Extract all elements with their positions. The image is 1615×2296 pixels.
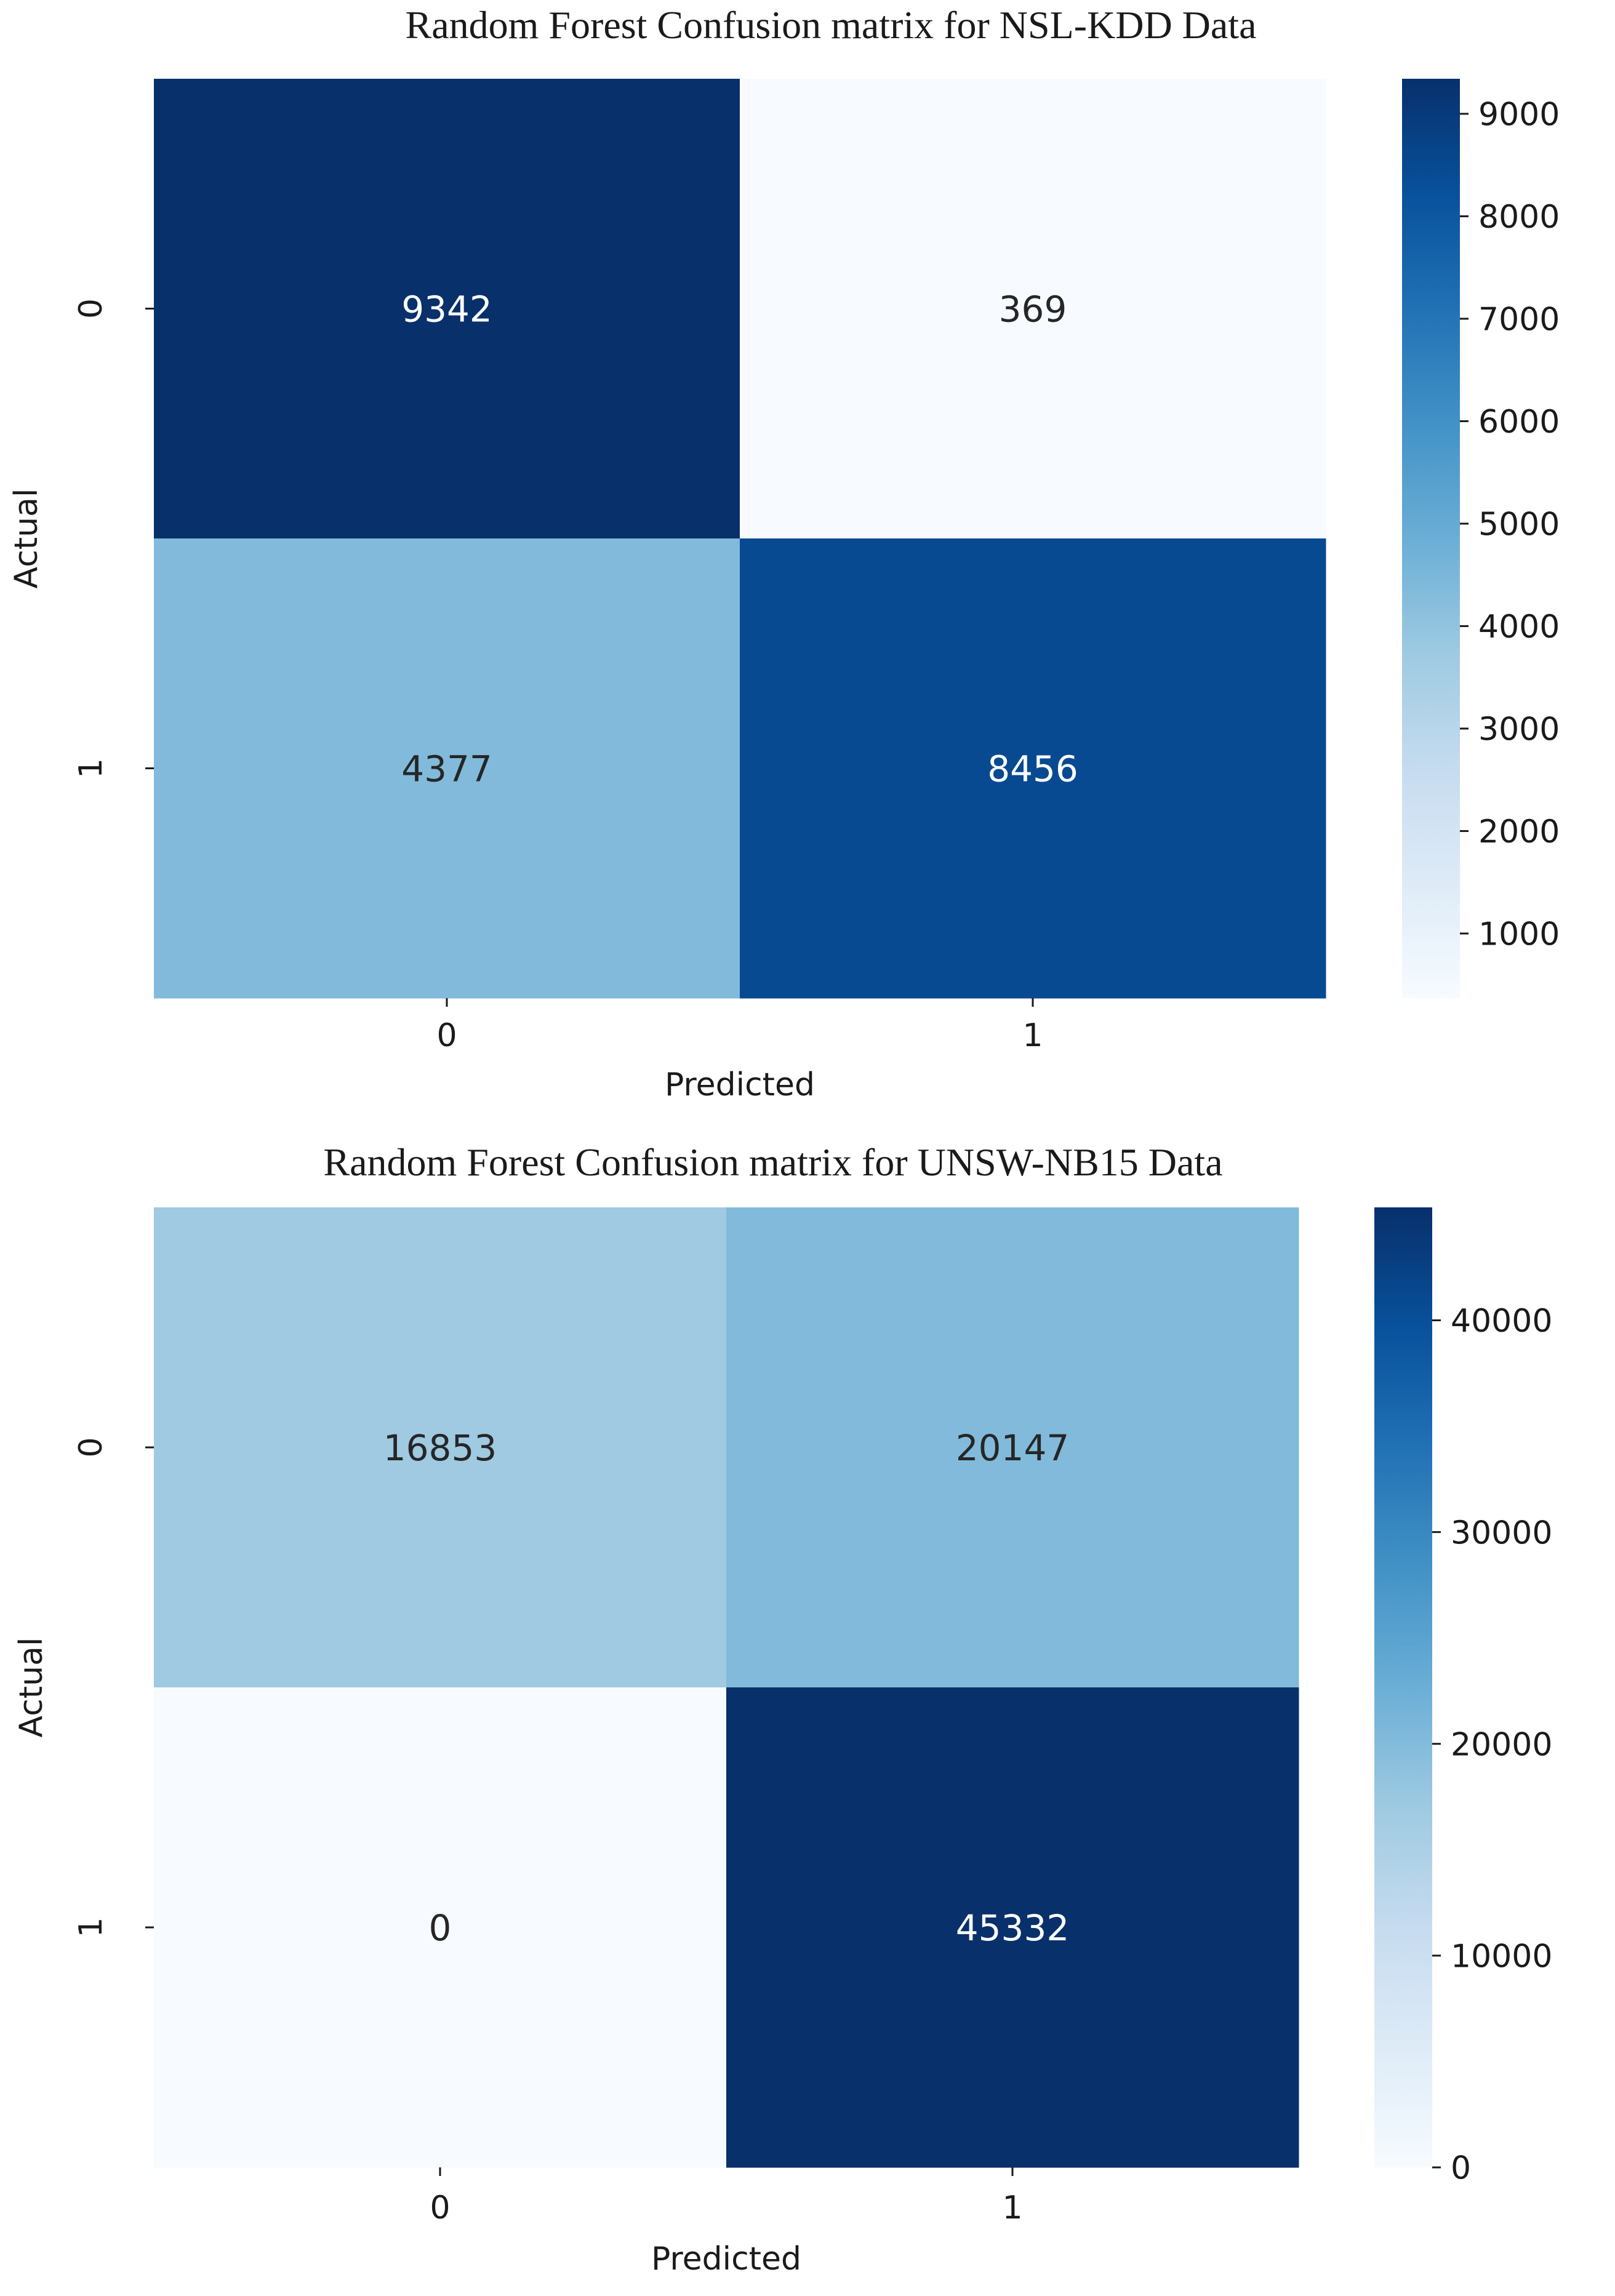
cell-value-label: 8456 xyxy=(987,748,1078,790)
heatmap-cell xyxy=(740,538,1326,999)
x-axis-label: Predicted xyxy=(665,1066,815,1103)
y-tick-label: 0 xyxy=(73,1437,110,1457)
chart-title: Random Forest Confusion matrix for UNSW-… xyxy=(323,1140,1222,1184)
colorbar-tick-label: 2000 xyxy=(1478,814,1560,850)
colorbar-tick-label: 1000 xyxy=(1478,916,1560,953)
x-tick-label: 0 xyxy=(430,2190,450,2226)
colorbar-tick-label: 4000 xyxy=(1478,609,1560,646)
x-tick-label: 0 xyxy=(436,1017,457,1054)
cell-value-label: 369 xyxy=(999,288,1067,330)
cell-value-label: 16853 xyxy=(383,1427,497,1469)
y-tick-label: 0 xyxy=(73,298,110,319)
heatmap-cell xyxy=(154,1687,727,2168)
x-axis-label: Predicted xyxy=(651,2241,801,2278)
cell-value-label: 45332 xyxy=(956,1907,1070,1949)
heatmap-cell xyxy=(740,79,1326,539)
y-tick-label: 1 xyxy=(73,758,110,778)
cell-value-label: 4377 xyxy=(401,748,492,790)
colorbar xyxy=(1374,1207,1432,2167)
heatmap-cell xyxy=(154,538,740,999)
colorbar-tick-label: 20000 xyxy=(1451,1726,1552,1763)
cell-value-label: 20147 xyxy=(956,1427,1070,1469)
colorbar-tick-label: 40000 xyxy=(1451,1303,1552,1340)
colorbar-tick-label: 3000 xyxy=(1478,711,1560,748)
chart-title: Random Forest Confusion matrix for NSL-K… xyxy=(406,3,1257,47)
colorbar-tick-label: 10000 xyxy=(1451,1938,1552,1975)
heatmap-cell xyxy=(726,1687,1299,2168)
heatmap-cell xyxy=(154,79,740,539)
colorbar-tick-label: 8000 xyxy=(1478,199,1560,236)
colorbar-tick-label: 5000 xyxy=(1478,506,1560,543)
chart-panel-1: Random Forest Confusion matrix for NSL-K… xyxy=(8,3,1560,1103)
y-tick-label: 1 xyxy=(73,1917,110,1937)
x-tick-label: 1 xyxy=(1002,2190,1022,2226)
y-axis-label: Actual xyxy=(8,489,45,589)
x-tick-label: 1 xyxy=(1022,1017,1043,1054)
colorbar-tick-label: 0 xyxy=(1451,2150,1471,2187)
colorbar-tick-label: 30000 xyxy=(1451,1514,1552,1551)
chart-panel-2: Random Forest Confusion matrix for UNSW-… xyxy=(13,1140,1552,2278)
heatmap-cell xyxy=(154,1207,727,1688)
colorbar-tick-label: 7000 xyxy=(1478,302,1560,338)
cell-value-label: 9342 xyxy=(401,288,492,330)
colorbar xyxy=(1402,79,1460,998)
y-axis-label: Actual xyxy=(13,1638,50,1738)
heatmap-cell xyxy=(726,1207,1299,1688)
colorbar-tick-label: 6000 xyxy=(1478,404,1560,441)
cell-value-label: 0 xyxy=(429,1907,452,1949)
colorbar-tick-label: 9000 xyxy=(1478,97,1560,134)
